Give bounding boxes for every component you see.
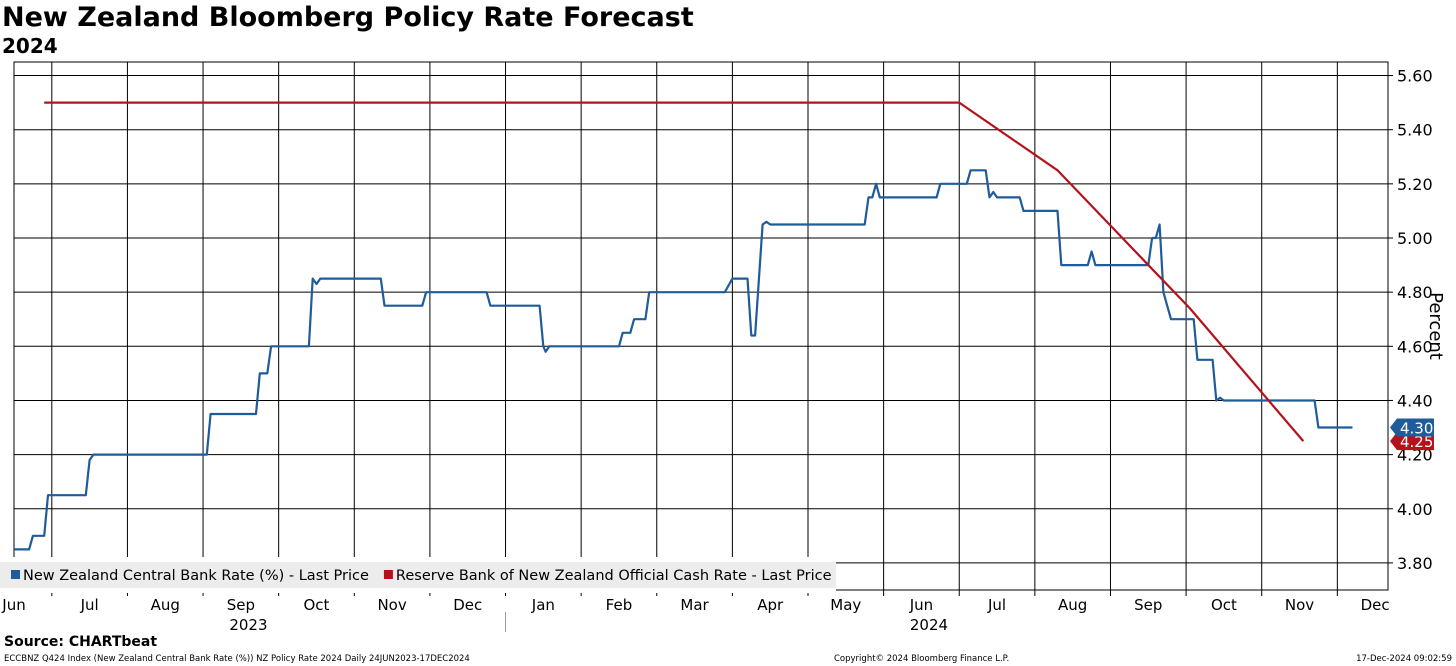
x-month-label: Jun (1, 596, 25, 614)
legend-swatch-2 (383, 570, 393, 579)
x-month-label: Dec (453, 596, 482, 614)
x-month-label: Oct (304, 596, 330, 614)
x-month-label: Dec (1361, 596, 1390, 614)
plot-frame (13, 61, 1389, 591)
y-tick-label: 5.00 (1397, 229, 1433, 248)
last-value-labels: 4.254.30 (1390, 418, 1434, 451)
x-month-label: Mar (680, 596, 709, 614)
x-month-label: Oct (1211, 596, 1237, 614)
last-value-tag-text: 4.30 (1400, 420, 1433, 438)
legend-swatch-1 (11, 570, 20, 579)
x-month-label: Nov (377, 596, 406, 614)
chart-subtitle: 2024 (2, 34, 58, 58)
y-tick-label: 4.00 (1397, 500, 1433, 519)
chart-title: New Zealand Bloomberg Policy Rate Foreca… (2, 2, 694, 33)
x-month-label: Jan (531, 596, 555, 614)
x-year-label: 2023 (229, 616, 267, 634)
axes: 3.80 4.00 4.20 4.40 4.60 4.80 5.00 5.20 5.40 5.60… (1, 67, 1446, 634)
last-value-tag-bg (1390, 432, 1434, 451)
y-tick-label: 3.80 (1397, 554, 1433, 573)
x-month-label: Jul (987, 596, 1006, 614)
x-month-label: Jul (80, 596, 99, 614)
y-tick-label: 4.80 (1397, 283, 1433, 302)
x-month-label: Aug (1058, 596, 1087, 614)
last-value-tag-text: 4.25 (1400, 433, 1433, 451)
last-value-tag-bg (1390, 418, 1434, 437)
x-month-label: Apr (757, 596, 784, 614)
x-year-label: 2024 (910, 616, 948, 634)
source-note: Source: CHARTbeat (4, 634, 158, 650)
x-month-label: Feb (606, 596, 633, 614)
last-value-tag-1: 4.30 (1390, 418, 1434, 438)
series-line-1 (14, 169, 1353, 551)
footer-copyright: Copyright© 2024 Bloomberg Finance L.P. (834, 654, 1010, 664)
legend-background (0, 562, 836, 588)
y-tick-label: 5.20 (1397, 175, 1433, 194)
y-tick-label: 4.40 (1397, 391, 1433, 410)
x-month-label: May (830, 596, 861, 614)
x-month-label: Jun (909, 596, 933, 614)
x-month-label: Nov (1285, 596, 1314, 614)
y-tick-label: 5.40 (1397, 121, 1433, 140)
y-axis-title: Percent (1425, 292, 1446, 360)
legend: New Zealand Central Bank Rate (%) - Last… (0, 557, 836, 593)
y-tick-label: 5.60 (1397, 67, 1433, 86)
x-month-label: Sep (227, 596, 255, 614)
footer-index-info: ECCBNZ Q424 Index (New Zealand Central B… (4, 654, 470, 664)
footer-timestamp: 17-Dec-2024 09:02:59 (1356, 654, 1452, 664)
y-tick-label: 4.60 (1397, 337, 1433, 356)
legend-label-2: Reserve Bank of New Zealand Official Cas… (396, 568, 832, 584)
x-month-label: Sep (1134, 596, 1162, 614)
grid-lines (13, 61, 1389, 591)
last-value-tag-2: 4.25 (1390, 432, 1434, 451)
legend-label-1: New Zealand Central Bank Rate (%) - Last… (23, 568, 369, 584)
x-month-label: Aug (151, 596, 180, 614)
series-lines (14, 101, 1353, 551)
y-tick-label: 4.20 (1397, 446, 1433, 465)
series-line-2 (44, 101, 1305, 442)
